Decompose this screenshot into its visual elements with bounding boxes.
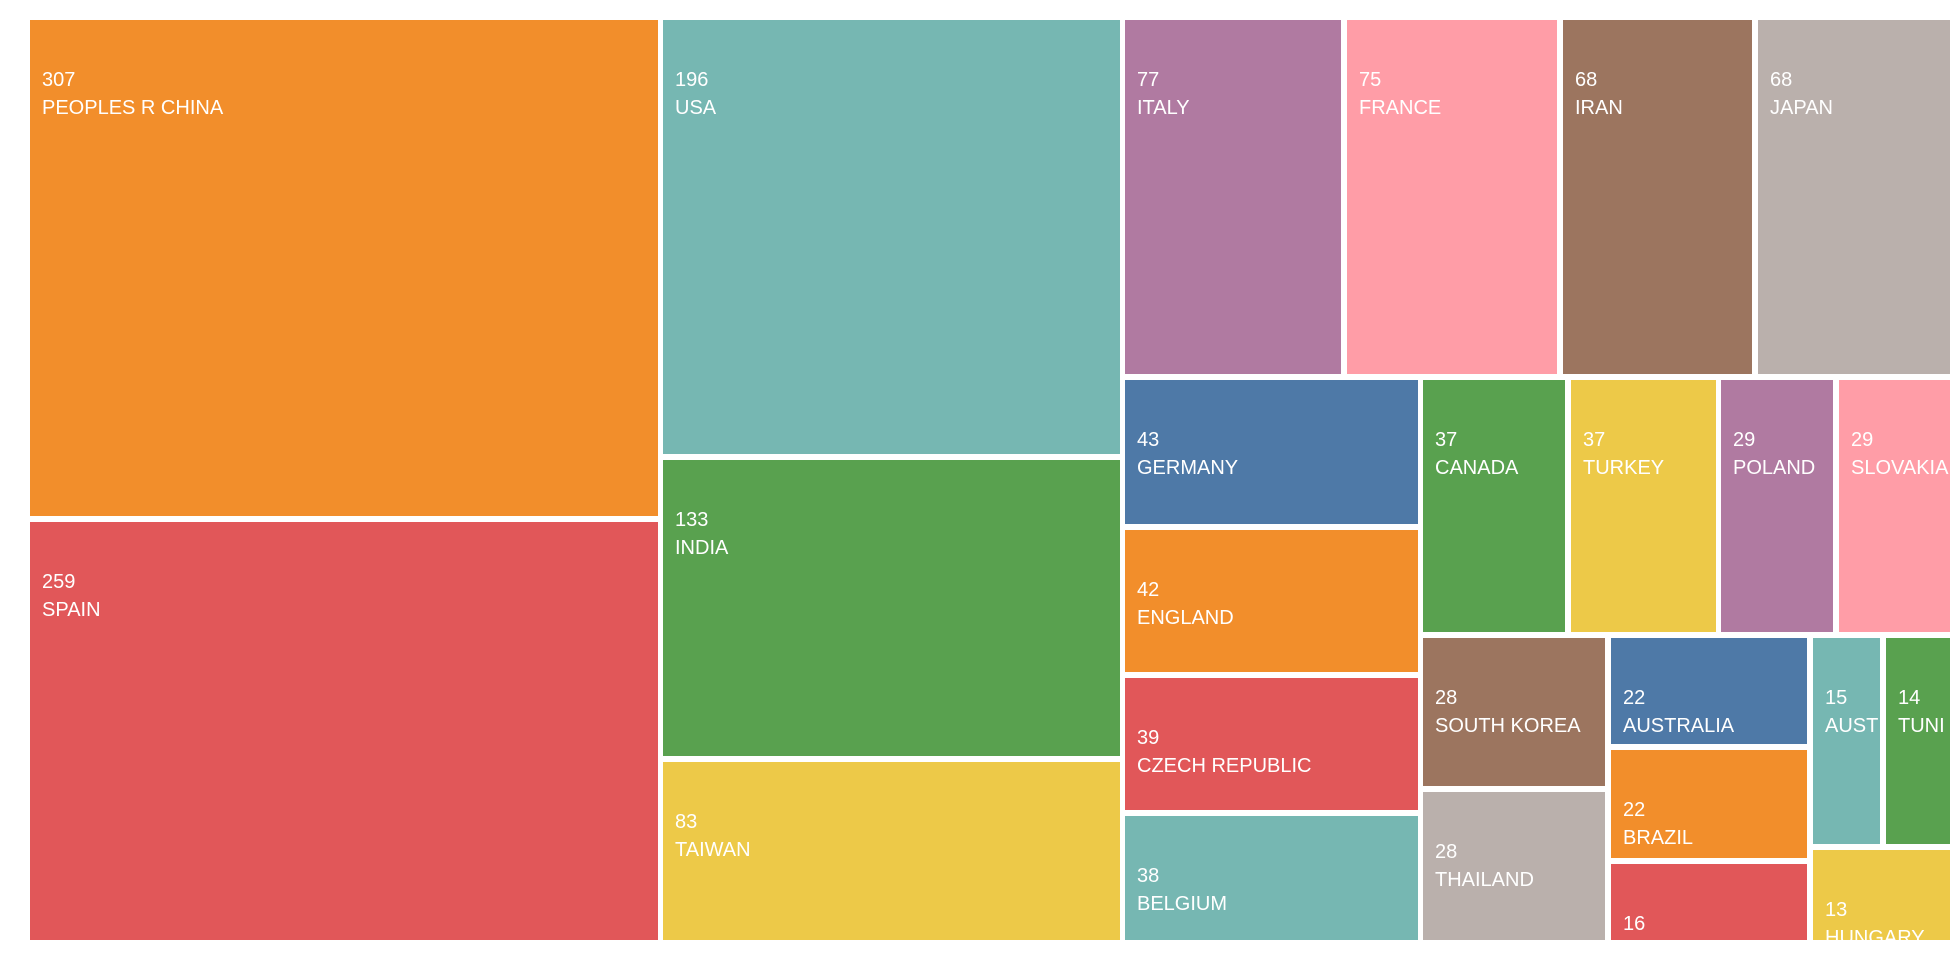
tile-value: 307 <box>42 69 76 91</box>
tile-value: 43 <box>1137 429 1160 451</box>
tile-label: HUNGARY <box>1825 927 1925 940</box>
tile-label: USA <box>675 97 717 119</box>
treemap-tile-india: 133 INDIA <box>663 460 1120 756</box>
tile-value: 22 <box>1623 799 1646 821</box>
tile-value: 28 <box>1435 841 1458 863</box>
treemap-tile-value-16: 16 <box>1611 864 1807 940</box>
treemap-tile-tuni: 14 TUNI <box>1886 638 1950 844</box>
tile-value: 29 <box>1733 429 1756 451</box>
treemap: 307 PEOPLES R CHINA 259 SPAIN 196 USA 133 INDIA… <box>30 20 1950 940</box>
treemap-tile-spain: 259 SPAIN <box>30 522 658 940</box>
tile-label: SOUTH KOREA <box>1435 715 1581 737</box>
tile-value: 29 <box>1851 429 1874 451</box>
treemap-tile-czech-republic: 39 CZECH REPUBLIC <box>1125 678 1418 810</box>
treemap-tile-australia: 22 AUSTRALIA <box>1611 638 1807 744</box>
tile-value: 39 <box>1137 727 1160 749</box>
tile-label: BRAZIL <box>1623 827 1694 849</box>
treemap-tile-italy: 77 ITALY <box>1125 20 1341 374</box>
tile-label: AUST <box>1825 715 1879 737</box>
tile-value: 68 <box>1575 69 1598 91</box>
tile-label: TUNI <box>1898 715 1945 737</box>
tile-value: 16 <box>1623 913 1646 935</box>
treemap-tile-usa: 196 USA <box>663 20 1120 454</box>
treemap-tile-thailand: 28 THAILAND <box>1423 792 1605 940</box>
tile-label: POLAND <box>1733 457 1816 479</box>
tile-value: 133 <box>675 509 709 531</box>
tile-value: 196 <box>675 69 709 91</box>
tile-value: 259 <box>42 571 76 593</box>
treemap-tile-taiwan: 83 TAIWAN <box>663 762 1120 940</box>
treemap-tile-belgium: 38 BELGIUM <box>1125 816 1418 940</box>
treemap-tile-slovakia: 29 SLOVAKIA <box>1839 380 1950 632</box>
tile-value: 15 <box>1825 687 1848 709</box>
tile-label: TAIWAN <box>675 839 751 861</box>
tile-label: TURKEY <box>1583 457 1665 479</box>
tile-value: 75 <box>1359 69 1382 91</box>
tile-value: 28 <box>1435 687 1458 709</box>
tile-value: 13 <box>1825 899 1848 921</box>
treemap-tile-turkey: 37 TURKEY <box>1571 380 1716 632</box>
tile-label: INDIA <box>675 537 729 559</box>
tile-label: ENGLAND <box>1137 607 1234 629</box>
treemap-tile-canada: 37 CANADA <box>1423 380 1565 632</box>
tile-label: FRANCE <box>1359 97 1442 119</box>
treemap-tile-japan: 68 JAPAN <box>1758 20 1950 374</box>
tile-value: 22 <box>1623 687 1646 709</box>
tile-label: PEOPLES R CHINA <box>42 97 224 119</box>
tile-value: 14 <box>1898 687 1921 709</box>
treemap-tile-brazil: 22 BRAZIL <box>1611 750 1807 858</box>
treemap-tile-peoples-r-china: 307 PEOPLES R CHINA <box>30 20 658 516</box>
tile-label: CZECH REPUBLIC <box>1137 755 1312 777</box>
tile-label: IRAN <box>1575 97 1623 119</box>
treemap-tile-france: 75 FRANCE <box>1347 20 1557 374</box>
treemap-tile-hungary: 13 HUNGARY <box>1813 850 1950 940</box>
tile-value: 38 <box>1137 865 1160 887</box>
tile-label: JAPAN <box>1770 97 1833 119</box>
tile-value: 37 <box>1435 429 1458 451</box>
tile-label: BELGIUM <box>1137 893 1228 915</box>
tile-value: 68 <box>1770 69 1793 91</box>
tile-value: 77 <box>1137 69 1160 91</box>
tile-label: SLOVAKIA <box>1851 457 1949 479</box>
tile-value: 83 <box>675 811 698 833</box>
tile-value: 37 <box>1583 429 1606 451</box>
treemap-tile-iran: 68 IRAN <box>1563 20 1752 374</box>
tile-label: ITALY <box>1137 97 1190 119</box>
tile-value: 42 <box>1137 579 1160 601</box>
treemap-tile-aust: 15 AUST <box>1813 638 1880 844</box>
treemap-tile-germany: 43 GERMANY <box>1125 380 1418 524</box>
tile-label: THAILAND <box>1435 869 1534 891</box>
tile-label: AUSTRALIA <box>1623 715 1735 737</box>
tile-label: GERMANY <box>1137 457 1239 479</box>
treemap-tile-england: 42 ENGLAND <box>1125 530 1418 672</box>
tile-label: SPAIN <box>42 599 101 621</box>
tile-label: CANADA <box>1435 457 1519 479</box>
treemap-tile-south-korea: 28 SOUTH KOREA <box>1423 638 1605 786</box>
treemap-tile-poland: 29 POLAND <box>1721 380 1833 632</box>
